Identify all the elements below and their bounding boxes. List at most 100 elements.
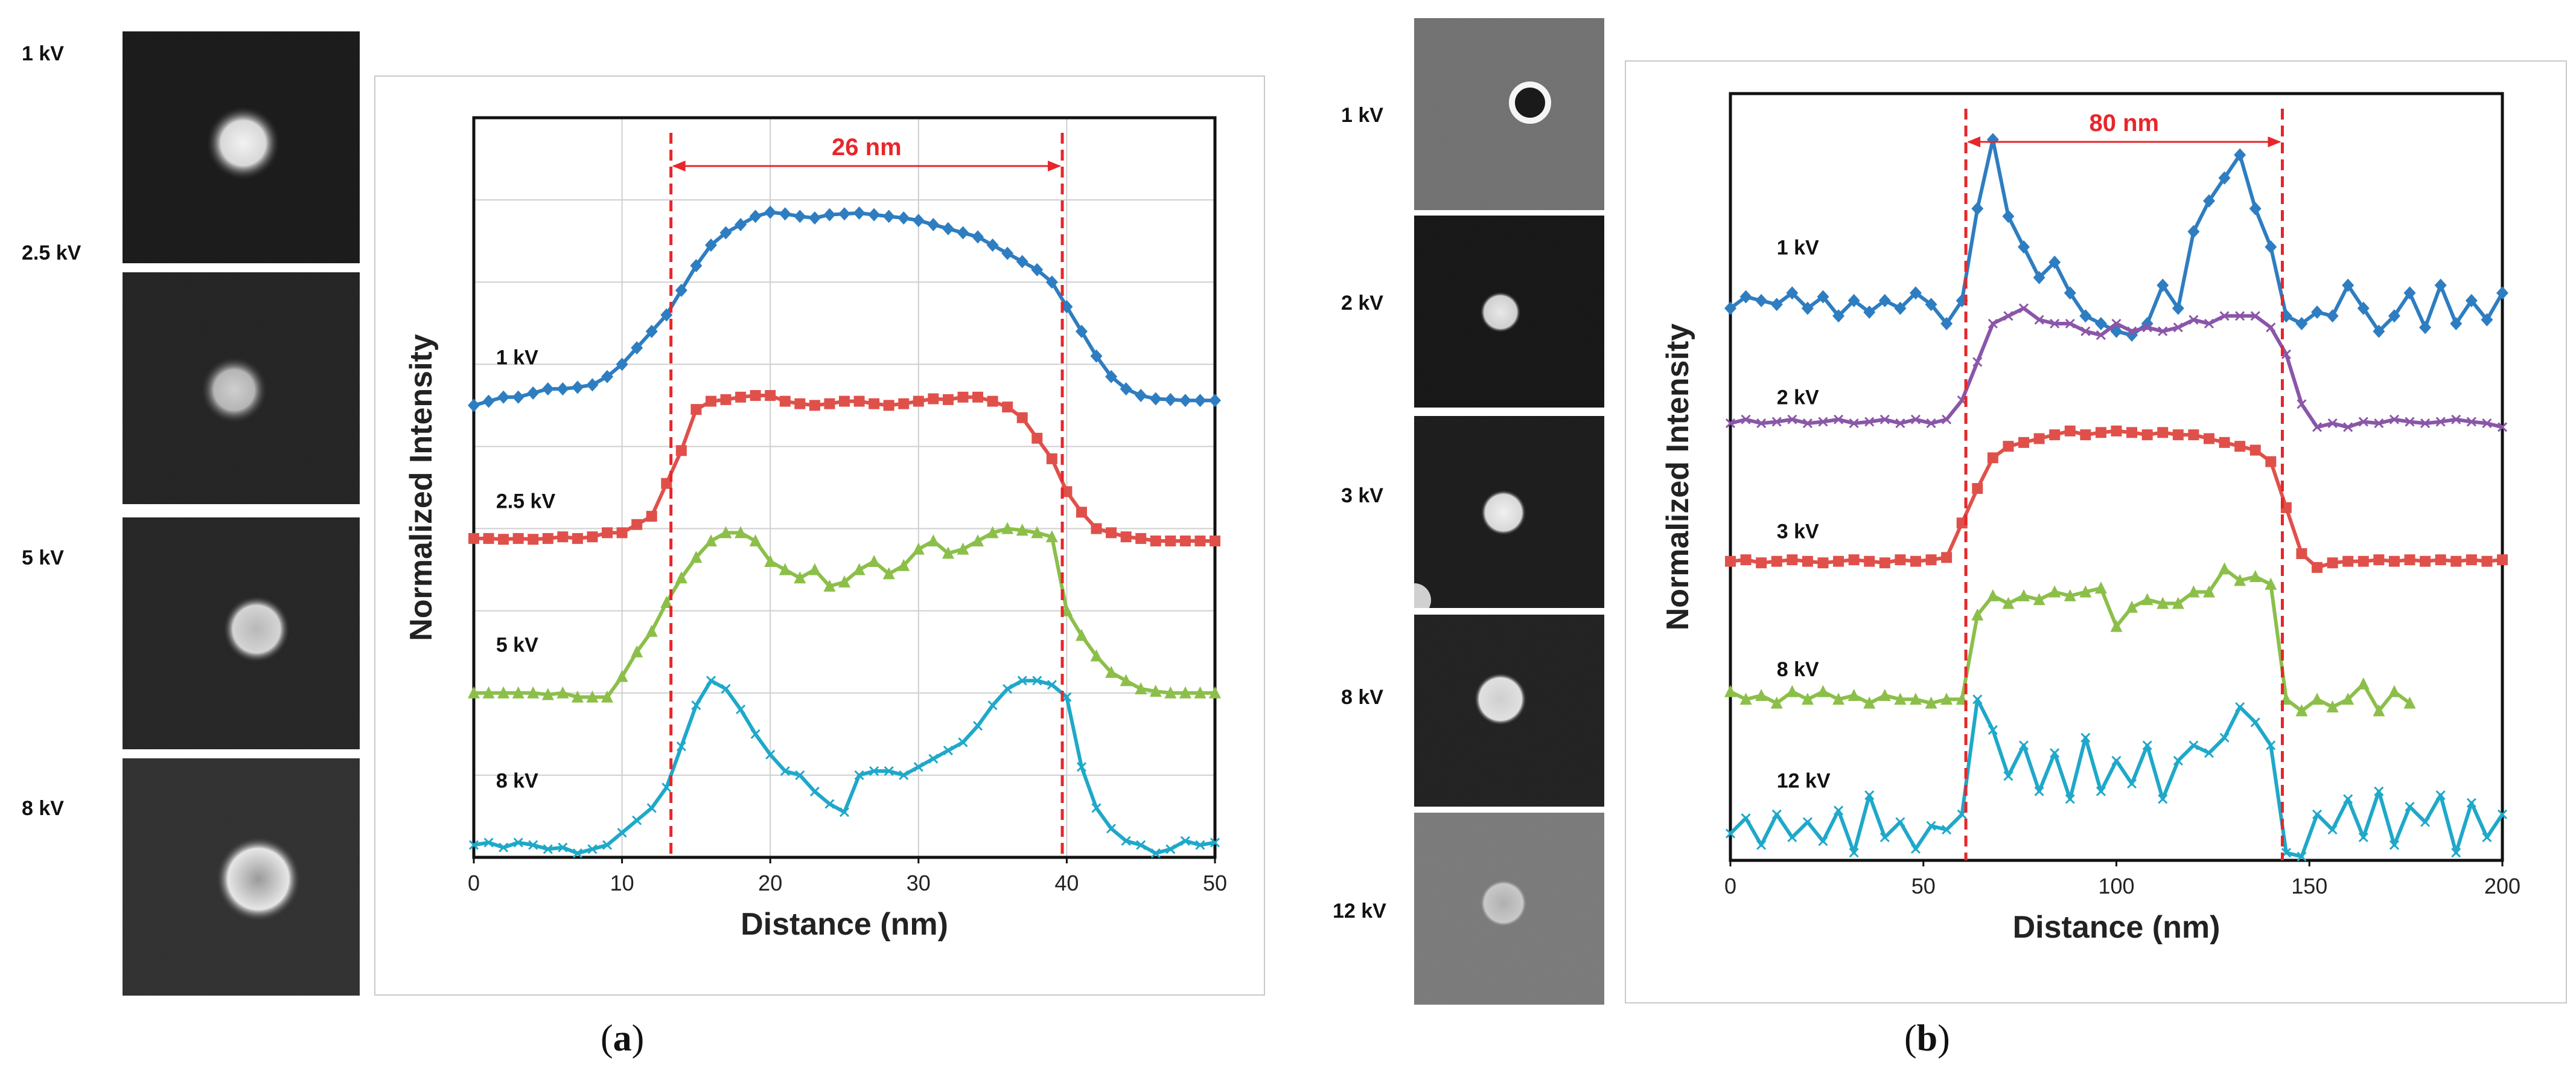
data-point xyxy=(1725,555,1736,567)
data-point xyxy=(749,534,762,546)
data-point xyxy=(987,700,998,711)
data-point xyxy=(1194,535,1206,546)
data-point xyxy=(2050,318,2060,329)
data-point xyxy=(839,807,850,817)
data-point xyxy=(824,398,835,409)
data-point xyxy=(2405,417,2415,427)
data-point xyxy=(1016,412,1028,423)
data-point xyxy=(897,558,910,571)
data-point xyxy=(1091,803,1101,813)
data-point xyxy=(482,394,495,408)
y-axis-title: Normalized Intensity xyxy=(1660,324,1695,631)
data-point xyxy=(571,690,584,703)
data-point xyxy=(853,563,866,575)
data-point xyxy=(2435,554,2446,566)
data-point xyxy=(2003,441,2014,452)
data-point xyxy=(1016,523,1028,536)
data-point xyxy=(2018,240,2030,254)
data-point xyxy=(2466,554,2477,566)
data-point xyxy=(1032,676,1042,686)
data-point xyxy=(601,370,614,383)
x-tick-label: 10 xyxy=(610,871,634,895)
data-point xyxy=(1940,693,1953,705)
data-point xyxy=(1179,394,1191,408)
series-line xyxy=(1729,138,2504,338)
data-point xyxy=(780,766,790,776)
data-point xyxy=(2064,589,2076,601)
data-point xyxy=(586,690,599,703)
data-point xyxy=(646,803,657,813)
data-point xyxy=(2312,561,2323,573)
data-point xyxy=(1165,844,1176,854)
data-point xyxy=(1987,452,1998,464)
data-point xyxy=(2234,148,2246,162)
data-point xyxy=(2265,577,2277,590)
image-label-b-2: 2 kV xyxy=(1341,292,1383,315)
data-point xyxy=(2033,270,2045,284)
data-point xyxy=(1120,674,1132,686)
sem-image-a-1kv xyxy=(123,31,360,263)
panel-caption-b: (b) xyxy=(1904,1018,1950,1059)
sem-particle-icon xyxy=(123,517,360,749)
data-point xyxy=(2373,324,2385,338)
data-point xyxy=(1165,535,1176,546)
sem-particle-icon xyxy=(1414,216,1604,408)
data-point xyxy=(1971,608,1984,621)
chart-a: 0 10 20 30 40 50 Distance (nm) Normalized Inten… xyxy=(404,116,1227,942)
data-point xyxy=(2388,555,2400,567)
data-point xyxy=(2127,778,2137,789)
data-point xyxy=(721,683,731,694)
data-point xyxy=(1770,298,1783,312)
sem-particle-icon xyxy=(123,758,360,996)
data-point xyxy=(2126,600,2138,613)
data-point xyxy=(2435,417,2446,427)
data-point xyxy=(2018,437,2030,448)
data-point xyxy=(1972,694,1983,705)
data-point xyxy=(1786,685,1799,697)
series-label: 1 kV xyxy=(1777,237,1819,260)
data-point xyxy=(1741,414,1751,424)
series-8-kv xyxy=(468,676,1220,859)
data-point xyxy=(986,526,999,539)
data-point xyxy=(2172,301,2184,315)
data-point xyxy=(2219,732,2230,743)
data-point xyxy=(572,533,583,544)
data-point xyxy=(1972,357,1983,367)
data-point xyxy=(2311,693,2324,705)
data-point xyxy=(2003,771,2013,781)
data-point xyxy=(2327,557,2338,569)
data-point xyxy=(527,686,540,699)
data-point xyxy=(1739,290,1752,304)
data-point xyxy=(1105,370,1118,383)
data-point xyxy=(1801,693,1814,705)
data-point xyxy=(1120,382,1132,396)
data-point xyxy=(705,395,716,407)
data-point xyxy=(2419,321,2432,334)
data-point xyxy=(912,214,925,228)
data-point xyxy=(2111,755,2122,766)
image-label-b-1: 1 kV xyxy=(1341,104,1383,127)
data-point xyxy=(1942,414,1952,424)
data-point xyxy=(2049,429,2061,441)
arrowhead-right-icon xyxy=(1048,161,1062,171)
series-label: 8 kV xyxy=(1777,658,1819,681)
data-point xyxy=(1801,301,1814,315)
data-point xyxy=(558,842,568,853)
data-point xyxy=(1150,535,1161,546)
annotation-label: 80 nm xyxy=(2089,110,2159,136)
data-point xyxy=(512,533,524,544)
data-point xyxy=(1031,263,1044,277)
data-point xyxy=(958,737,968,747)
data-point xyxy=(1179,535,1191,546)
data-point xyxy=(2403,696,2416,709)
data-point xyxy=(1802,555,1813,567)
data-point xyxy=(2173,322,2183,333)
data-point xyxy=(957,391,969,403)
data-point xyxy=(2450,317,2463,330)
data-point xyxy=(2373,704,2385,717)
data-point xyxy=(616,527,628,539)
x-axis-title: Distance (nm) xyxy=(2013,910,2221,945)
data-point xyxy=(1848,554,1860,566)
data-point xyxy=(1910,555,1921,567)
x-tick-label: 50 xyxy=(1203,871,1227,895)
